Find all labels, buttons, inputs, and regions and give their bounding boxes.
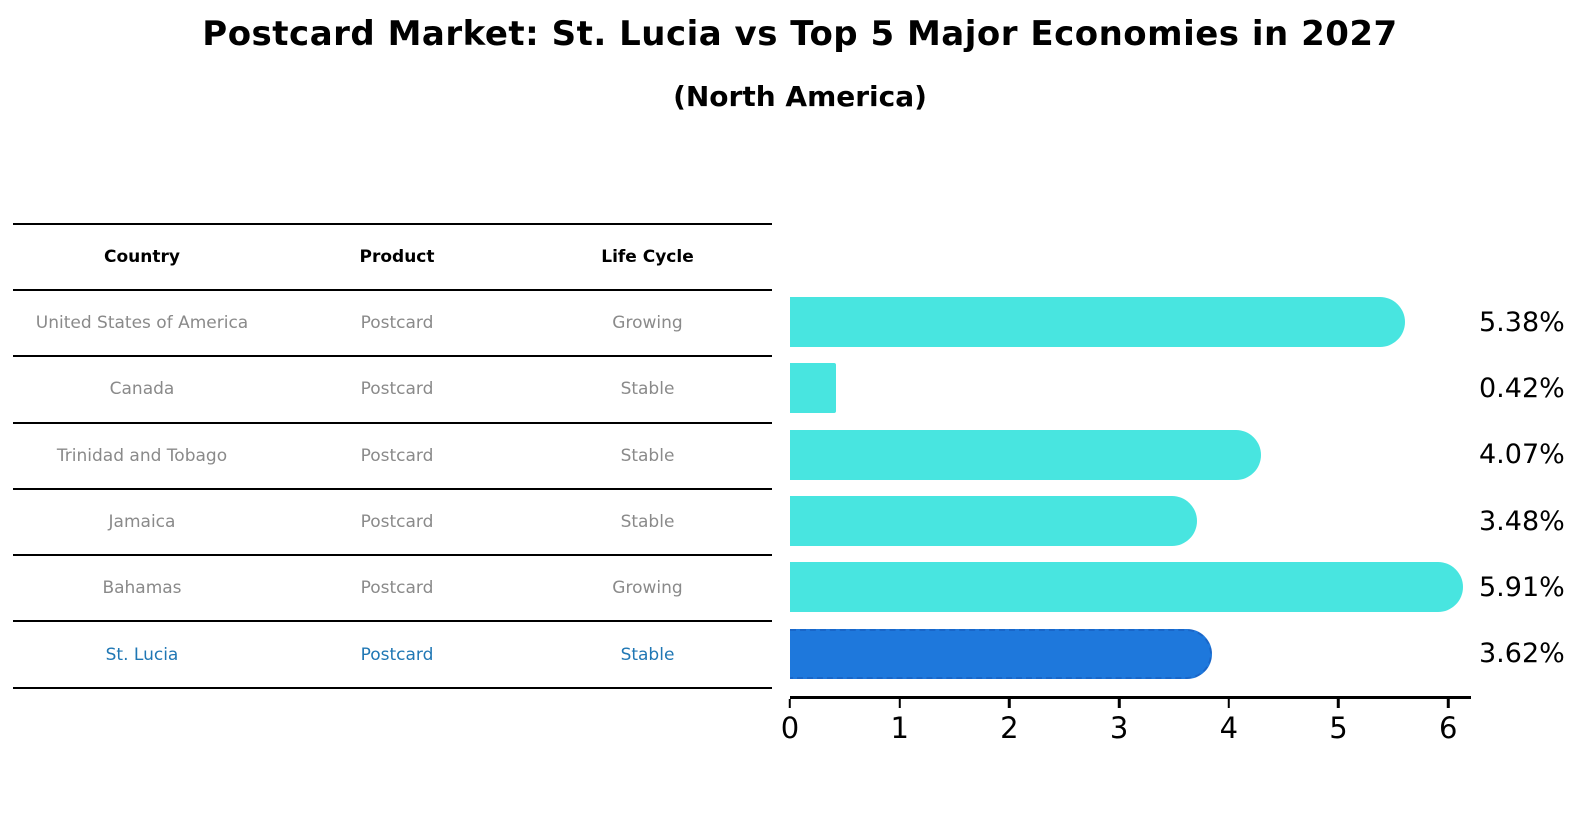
cell-life-cycle: Growing bbox=[612, 578, 683, 599]
bar-row bbox=[790, 554, 1490, 620]
value-label: 4.07% bbox=[1479, 439, 1565, 471]
table-header-row: Country Product Life Cycle bbox=[13, 223, 772, 291]
bar-row bbox=[790, 355, 1490, 421]
bar-canada bbox=[790, 363, 837, 414]
x-axis-tick: 1 bbox=[890, 699, 909, 745]
bar-jamaica bbox=[790, 496, 1197, 547]
tick-label: 1 bbox=[890, 711, 909, 745]
value-label: 5.38% bbox=[1479, 306, 1565, 338]
x-axis-tick: 2 bbox=[1000, 699, 1019, 745]
tick-label: 5 bbox=[1329, 711, 1348, 745]
cell-country: Jamaica bbox=[108, 512, 176, 533]
value-label: 3.62% bbox=[1479, 638, 1565, 670]
table-row: Jamaica Postcard Stable bbox=[13, 490, 772, 557]
cell-country: Canada bbox=[109, 379, 175, 400]
col-header-life-cycle: Life Cycle bbox=[601, 247, 694, 267]
bar-st-lucia-highlight bbox=[790, 628, 1213, 679]
x-axis-line bbox=[790, 696, 1471, 699]
tick-mark bbox=[1337, 699, 1340, 708]
cell-product: Postcard bbox=[360, 512, 434, 533]
table-row: United States of America Postcard Growin… bbox=[13, 291, 772, 358]
chart-title: Postcard Market: St. Lucia vs Top 5 Majo… bbox=[202, 14, 1398, 54]
cell-country: Bahamas bbox=[102, 578, 182, 599]
value-label: 5.91% bbox=[1479, 571, 1565, 603]
tick-mark bbox=[1446, 699, 1450, 708]
tick-mark bbox=[1117, 699, 1121, 708]
tick-label: 0 bbox=[780, 711, 800, 745]
tick-mark bbox=[1008, 699, 1011, 708]
bar-row bbox=[790, 289, 1490, 355]
cell-life-cycle: Growing bbox=[612, 313, 683, 334]
x-axis: 0 1 2 3 4 5 6 bbox=[781, 696, 1480, 756]
bar-bahamas bbox=[790, 562, 1464, 613]
value-labels: 5.38% 0.42% 4.07% 3.48% 5.91% 3.62% bbox=[1479, 289, 1565, 687]
tick-mark bbox=[898, 699, 901, 708]
country-table: Country Product Life Cycle United States… bbox=[13, 223, 772, 689]
table-row: Canada Postcard Stable bbox=[13, 357, 772, 424]
value-label: 3.48% bbox=[1479, 505, 1565, 537]
bar-row bbox=[790, 620, 1490, 686]
x-axis-tick: 3 bbox=[1110, 699, 1128, 745]
table-row: Bahamas Postcard Growing bbox=[13, 556, 772, 623]
tick-label: 3 bbox=[1109, 711, 1129, 745]
col-header-product: Product bbox=[359, 247, 435, 267]
cell-product: Postcard bbox=[360, 379, 434, 400]
bar-trinidad-and-tobago bbox=[790, 429, 1262, 480]
col-header-country: Country bbox=[104, 247, 180, 267]
cell-product: Postcard bbox=[360, 578, 434, 599]
x-axis-tick: 5 bbox=[1329, 699, 1348, 745]
value-label: 0.42% bbox=[1479, 372, 1565, 404]
cell-life-cycle: Stable bbox=[620, 379, 675, 400]
x-axis-tick: 6 bbox=[1439, 699, 1457, 745]
tick-mark bbox=[1227, 699, 1231, 708]
tick-mark bbox=[788, 699, 792, 708]
bar-row bbox=[790, 488, 1490, 554]
x-axis-tick: 4 bbox=[1220, 699, 1238, 745]
cell-country: St. Lucia bbox=[105, 644, 179, 665]
cell-product: Postcard bbox=[360, 313, 434, 334]
cell-product: Postcard bbox=[360, 445, 434, 466]
cell-life-cycle: Stable bbox=[620, 512, 675, 533]
tick-label: 2 bbox=[1000, 711, 1019, 745]
tick-label: 4 bbox=[1219, 711, 1239, 745]
bar-united-states bbox=[790, 297, 1406, 348]
tick-label: 6 bbox=[1438, 711, 1458, 745]
x-axis-tick: 0 bbox=[781, 699, 799, 745]
table-row: Trinidad and Tobago Postcard Stable bbox=[13, 424, 772, 490]
cell-country: United States of America bbox=[35, 313, 249, 334]
cell-product: Postcard bbox=[360, 644, 434, 665]
chart-subtitle: (North America) bbox=[673, 80, 927, 113]
cell-life-cycle: Stable bbox=[620, 445, 675, 466]
table-row-highlight-st-lucia: St. Lucia Postcard Stable bbox=[13, 622, 772, 689]
bar-row bbox=[790, 422, 1490, 488]
bar-chart bbox=[790, 289, 1490, 687]
cell-country: Trinidad and Tobago bbox=[56, 445, 228, 466]
cell-life-cycle: Stable bbox=[620, 644, 675, 665]
